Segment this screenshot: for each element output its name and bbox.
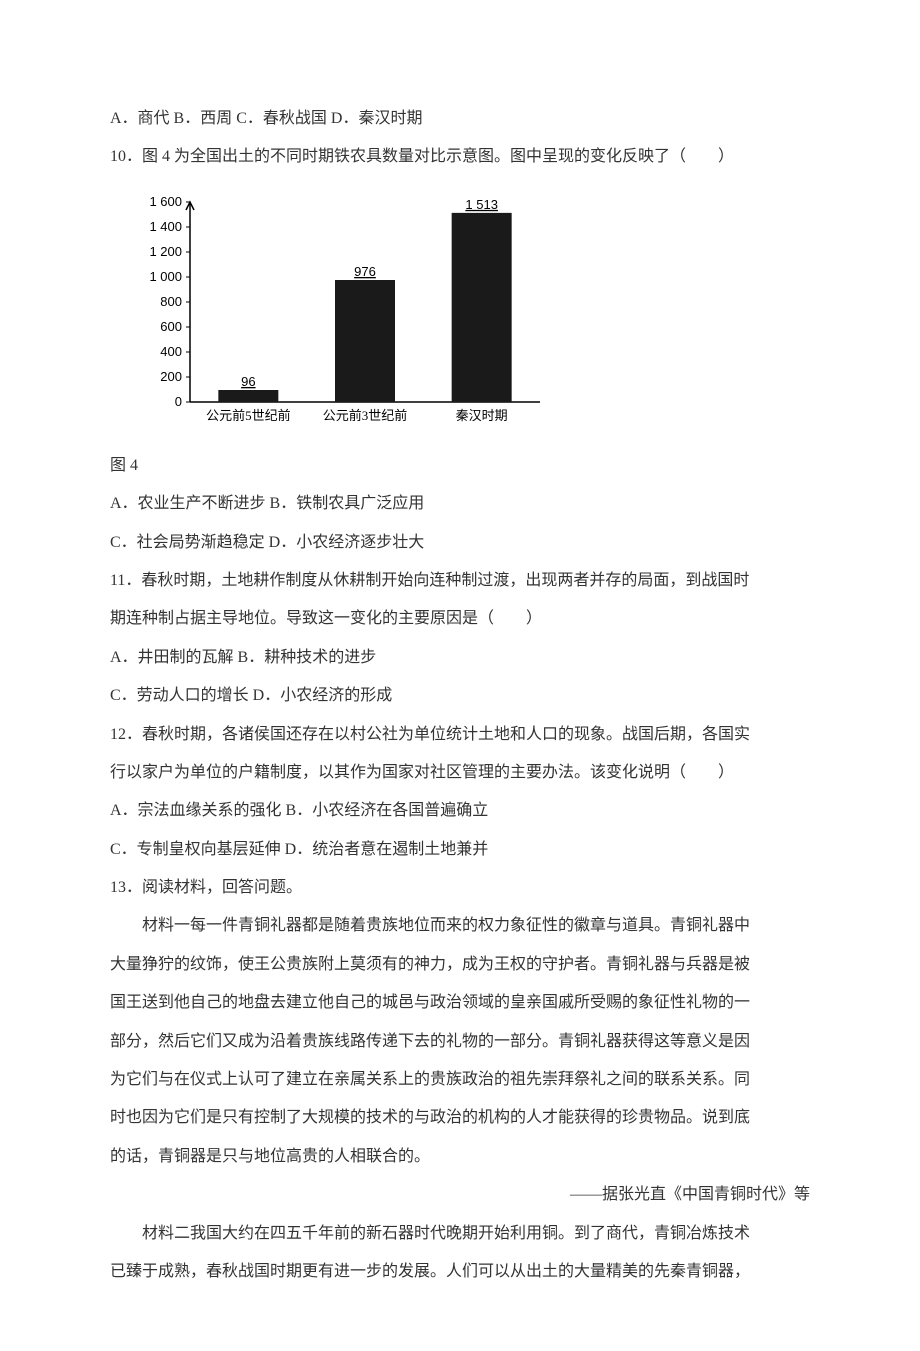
q11-options-ab: A．井田制的瓦解 B．耕种技术的进步 [110, 639, 810, 677]
svg-text:0: 0 [175, 394, 182, 409]
q12-stem-line2: 行以家户为单位的户籍制度，以其作为国家对社区管理的主要办法。该变化说明（ ） [110, 754, 810, 792]
q13-stem: 13．阅读材料，回答问题。 [110, 869, 810, 907]
chart-svg: 0 200 400 600 800 1 000 1 200 1 400 1 600 96 公元前5世… [120, 192, 550, 437]
material2-line1: 材料二我国大约在四五千年前的新石器时代晚期开始利用铜。到了商代，青铜冶炼技术 [110, 1215, 810, 1253]
q10-stem: 10．图 4 为全国出土的不同时期铁农具数量对比示意图。图中呈现的变化反映了（ … [110, 138, 810, 176]
iron-tools-chart: 0 200 400 600 800 1 000 1 200 1 400 1 600 96 公元前5世… [120, 192, 550, 437]
material1-line2: 大量狰狞的纹饰，使王公贵族附上莫须有的神力，成为王权的守护者。青铜礼器与兵器是被 [110, 946, 810, 984]
material1-line1: 材料一每一件青铜礼器都是随着贵族地位而来的权力象征性的徽章与道具。青铜礼器中 [110, 907, 810, 945]
material1-source: ——据张光直《中国青铜时代》等 [110, 1176, 810, 1214]
svg-text:976: 976 [354, 264, 376, 279]
svg-text:秦汉时期: 秦汉时期 [456, 408, 508, 423]
q9-options: A．商代 B．西周 C．春秋战国 D．秦汉时期 [110, 100, 810, 138]
material2-line2: 已臻于成熟，春秋战国时期更有进一步的发展。人们可以从出土的大量精美的先秦青铜器， [110, 1253, 810, 1291]
q12-options-ab: A．宗法血缘关系的强化 B．小农经济在各国普遍确立 [110, 792, 810, 830]
svg-text:公元前3世纪前: 公元前3世纪前 [323, 408, 408, 423]
q12-options-cd: C．专制皇权向基层延伸 D．统治者意在遏制土地兼并 [110, 831, 810, 869]
q10-options-ab: A．农业生产不断进步 B．铁制农具广泛应用 [110, 485, 810, 523]
svg-text:800: 800 [160, 294, 182, 309]
svg-text:公元前5世纪前: 公元前5世纪前 [206, 408, 291, 423]
material1-line4: 部分，然后它们又成为沿着贵族线路传递下去的礼物的一部分。青铜礼器获得这等意义是因 [110, 1023, 810, 1061]
svg-text:96: 96 [241, 374, 255, 389]
material1-line6: 时也因为它们是只有控制了大规模的技术的与政治的机构的人才能获得的珍贵物品。说到底 [110, 1099, 810, 1137]
figure-label: 图 4 [110, 447, 810, 485]
svg-text:1 600: 1 600 [149, 194, 182, 209]
svg-text:600: 600 [160, 319, 182, 334]
q11-options-cd: C．劳动人口的增长 D．小农经济的形成 [110, 677, 810, 715]
q12-stem-line1: 12．春秋时期，各诸侯国还存在以村公社为单位统计土地和人口的现象。战国后期，各国… [110, 716, 810, 754]
q11-stem-line2: 期连种制占据主导地位。导致这一变化的主要原因是（ ） [110, 600, 810, 638]
q10-options-cd: C．社会局势渐趋稳定 D．小农经济逐步壮大 [110, 524, 810, 562]
svg-text:1 513: 1 513 [465, 197, 498, 212]
material1-line3: 国王送到他自己的地盘去建立他自己的城邑与政治领域的皇亲国戚所受赐的象征性礼物的一 [110, 984, 810, 1022]
svg-text:200: 200 [160, 369, 182, 384]
svg-text:1 400: 1 400 [149, 219, 182, 234]
material1-line5: 为它们与在仪式上认可了建立在亲属关系上的贵族政治的祖先崇拜祭礼之间的联系关系。同 [110, 1061, 810, 1099]
material1-line7: 的话，青铜器是只与地位高贵的人相联合的。 [110, 1138, 810, 1176]
svg-text:400: 400 [160, 344, 182, 359]
svg-text:1 000: 1 000 [149, 269, 182, 284]
svg-text:1 200: 1 200 [149, 244, 182, 259]
q11-stem-line1: 11．春秋时期，土地耕作制度从休耕制开始向连种制过渡，出现两者并存的局面，到战国… [110, 562, 810, 600]
